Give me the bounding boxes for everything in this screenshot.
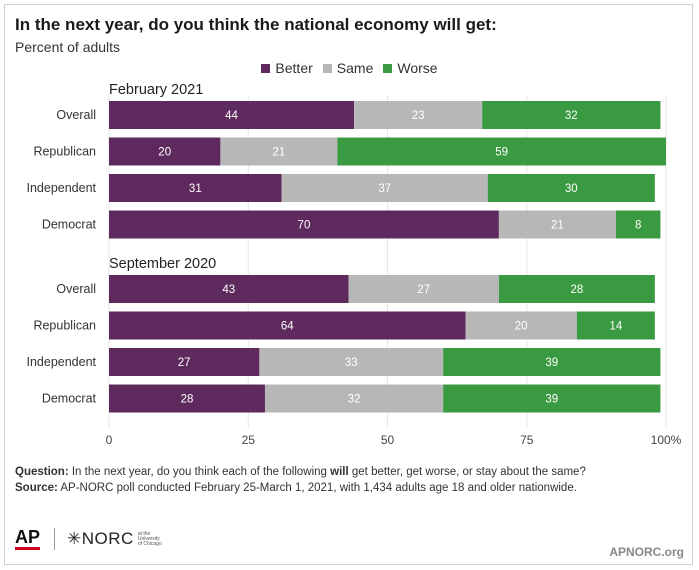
data-label: 27 [417,284,430,296]
category-label: Overall [56,108,96,122]
data-label: 8 [635,220,641,232]
data-label: 59 [495,147,508,159]
x-tick-label: 25 [242,433,256,447]
legend-label-better: Better [275,60,313,76]
bar-segment-same [348,275,499,303]
data-label: 31 [189,183,202,195]
category-label: Independent [26,355,96,369]
category-label: Democrat [42,392,97,406]
bar-segment-worse [482,101,661,129]
bar-segment-same [354,101,483,129]
bar-segment-better [109,210,499,239]
legend-label-worse: Worse [397,60,438,76]
data-label: 32 [348,394,361,406]
data-label: 70 [298,220,311,232]
ap-logo: AP [15,528,41,550]
bar-segment-worse [443,348,661,376]
bar-segment-same [220,137,338,166]
bar-segment-same [465,311,577,340]
data-label: 39 [545,394,558,406]
category-label: Republican [33,319,96,333]
bar-segment-worse [487,174,655,202]
group-label: February 2021 [109,82,203,98]
bar-segment-better [109,101,355,129]
source-label: Source: [15,482,58,494]
group-label: September 2020 [109,256,216,272]
norc-logo-subtitle: at the University of Chicago [137,530,162,547]
data-label: 20 [515,321,528,333]
legend-swatch-better [261,63,271,73]
category-label: Democrat [42,218,97,232]
data-label: 33 [345,357,358,369]
bar-segment-better [109,384,265,413]
data-label: 43 [222,284,235,296]
source-text: AP-NORC poll conducted February 25-March… [57,482,577,494]
data-label: 14 [609,321,622,333]
bar-segment-same [264,384,444,413]
bar-segment-same [498,210,616,239]
data-label: 21 [551,220,564,232]
chart-frame [4,4,693,565]
category-label: Overall [56,282,96,296]
category-label: Independent [26,181,96,195]
x-tick-label: 0 [106,433,113,447]
bar-segment-worse [498,275,655,303]
question-label: Question: [15,466,69,478]
question-text-start: In the next year, do you think each of t… [68,466,331,478]
data-label: 32 [565,110,578,122]
bar-segment-better [109,275,349,303]
norc-logo: ✳NORC [67,529,134,548]
legend-swatch-same [322,63,332,73]
data-label: 20 [158,147,171,159]
category-label: Republican [33,145,96,159]
bar-segment-worse [337,137,666,166]
data-label: 64 [281,321,294,333]
bar-segment-worse [576,311,655,340]
bar-segment-better [109,174,282,202]
legend-item-better: Better [261,60,313,76]
x-tick-label: 50 [381,433,395,447]
data-label: 37 [378,183,391,195]
data-label: 30 [565,183,578,195]
logo-divider [54,528,56,550]
data-label: 23 [412,110,425,122]
question-text-bold: will [330,466,349,478]
legend-swatch-worse [383,63,393,73]
stacked-bar-chart: 0 25 50 75 100% February 2021 Overall 44 23 32 Rep… [26,82,682,447]
legend-label-same: Same [336,60,374,76]
bar-segment-worse [615,210,661,239]
bar-segment-better [109,311,466,340]
bar-segment-same [281,174,488,202]
footnote-question: Question: In the next year, do you think… [15,466,586,478]
site-link[interactable]: APNORC.org [609,545,684,559]
bar-segment-better [109,348,260,376]
chart-subtitle: Percent of adults [15,39,121,55]
data-label: 28 [570,284,583,296]
chart-title: In the next year, do you think the natio… [15,15,497,34]
legend: Better Same Worse [0,60,699,76]
data-label: 39 [545,357,558,369]
data-label: 28 [181,394,194,406]
bar-segment-better [109,137,221,166]
data-label: 27 [178,357,191,369]
bar-segment-worse [443,384,661,413]
data-label: 44 [225,110,238,122]
data-label: 21 [272,147,285,159]
legend-item-worse: Worse [383,60,438,76]
question-text-end: get better, get worse, or stay about the… [348,466,586,478]
bar-segment-same [259,348,444,376]
x-tick-label: 100% [651,433,682,447]
x-tick-label: 75 [520,433,534,447]
logos: AP ✳NORC at the University of Chicago [15,524,164,554]
footnote-source: Source: AP-NORC poll conducted February … [15,482,577,494]
legend-item-same: Same [322,60,374,76]
